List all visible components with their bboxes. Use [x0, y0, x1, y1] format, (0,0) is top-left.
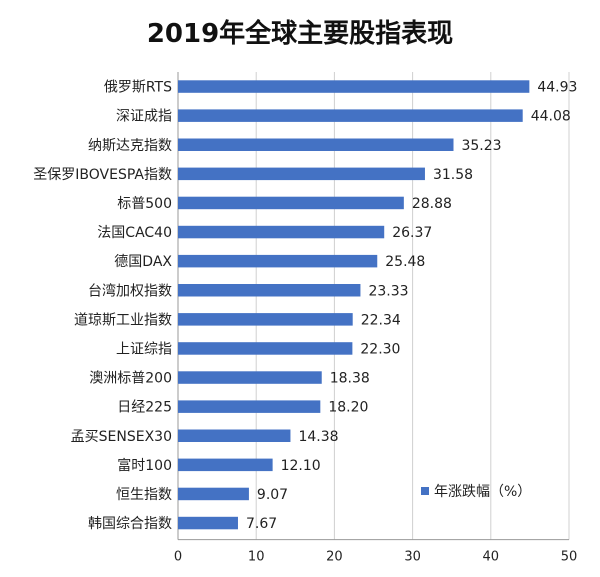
category-label-4: 标普500: [117, 196, 172, 212]
data-label-3: 31.58: [433, 167, 473, 183]
category-label-8: 道琼斯工业指数: [74, 312, 172, 328]
category-label-3: 圣保罗IBOVESPA指数: [33, 167, 172, 183]
category-label-11: 日经225: [117, 400, 172, 416]
chart-bars: [178, 80, 530, 530]
category-label-2: 纳斯达克指数: [88, 138, 172, 154]
x-tick-label-4: 40: [483, 550, 500, 565]
data-label-1: 44.08: [531, 109, 571, 125]
data-label-14: 9.07: [257, 487, 288, 503]
category-label-14: 恒生指数: [116, 487, 172, 503]
bar-8: [178, 313, 353, 326]
data-label-13: 12.10: [281, 458, 321, 474]
data-label-9: 22.30: [360, 341, 400, 357]
x-tick-label-1: 10: [248, 550, 265, 565]
bar-14: [178, 487, 249, 501]
category-label-5: 法国CAC40: [97, 225, 172, 241]
category-label-10: 澳洲标普200: [89, 371, 172, 387]
category-label-1: 深证成指: [116, 109, 172, 125]
bar-6: [178, 254, 378, 268]
data-label-6: 25.48: [385, 254, 425, 270]
bar-11: [178, 400, 321, 413]
x-tick-label-2: 20: [326, 550, 343, 565]
x-tick-label-3: 30: [404, 550, 421, 565]
data-label-10: 18.38: [330, 371, 370, 387]
data-label-15: 7.67: [246, 516, 277, 532]
data-label-8: 22.34: [361, 312, 401, 328]
data-label-7: 23.33: [368, 283, 408, 299]
category-label-12: 孟买SENSEX30: [71, 429, 172, 445]
legend-label: 年涨跌幅（%）: [434, 484, 531, 500]
legend: 年涨跌幅（%）: [421, 484, 531, 500]
bar-5: [178, 225, 385, 239]
data-label-2: 35.23: [461, 138, 501, 154]
bar-7: [178, 284, 361, 297]
category-label-6: 德国DAX: [114, 254, 172, 270]
bar-1: [178, 109, 523, 122]
category-label-15: 韩国综合指数: [88, 516, 172, 532]
x-tick-label-5: 50: [561, 550, 578, 565]
bar-0: [178, 80, 530, 93]
legend-swatch: [421, 487, 429, 495]
chart-title: 2019年全球主要股指表现: [147, 18, 453, 49]
bar-9: [178, 342, 353, 355]
data-label-4: 28.88: [412, 196, 452, 212]
bar-2: [178, 138, 454, 151]
bar-13: [178, 458, 273, 472]
data-label-5: 26.37: [392, 225, 432, 241]
data-label-12: 14.38: [298, 429, 338, 445]
data-label-0: 44.93: [537, 80, 577, 96]
category-label-7: 台湾加权指数: [88, 282, 172, 299]
category-label-13: 富时100: [117, 457, 172, 474]
bar-10: [178, 371, 322, 384]
x-axis-ticks: 0 10 20 30 40 50: [174, 550, 577, 565]
data-label-11: 18.20: [328, 400, 368, 416]
category-label-9: 上证综指: [116, 341, 172, 357]
bar-15: [178, 516, 238, 530]
bar-4: [178, 196, 404, 210]
x-tick-label-0: 0: [174, 550, 182, 565]
bar-12: [178, 429, 291, 442]
category-label-0: 俄罗斯RTS: [104, 80, 172, 96]
data-labels: 44.93 44.08 35.23 31.58 28.88 26.37 25.48 23.33…: [246, 80, 577, 532]
bar-3: [178, 167, 425, 181]
